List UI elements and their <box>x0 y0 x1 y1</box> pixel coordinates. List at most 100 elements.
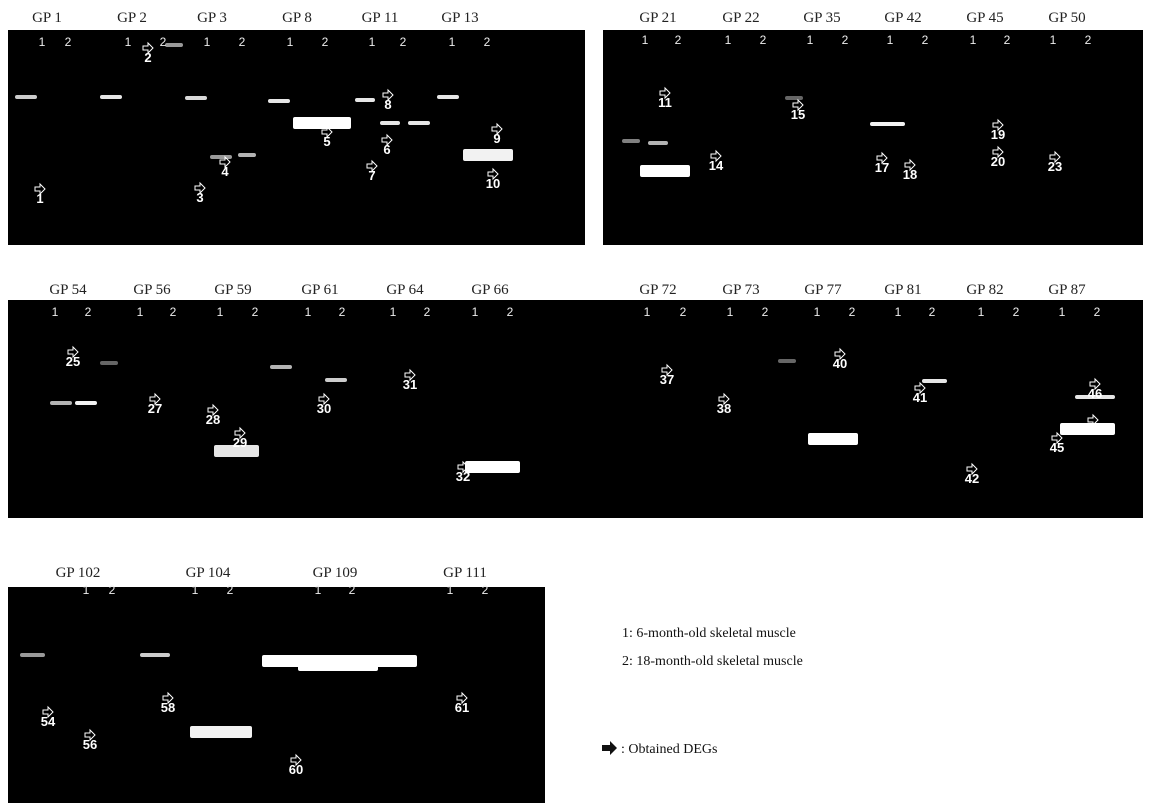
band-number: 32 <box>456 469 470 484</box>
legend-arrow <box>602 741 617 755</box>
band <box>870 122 905 126</box>
group-label: GP 72 <box>639 282 676 298</box>
band-number: 3 <box>196 190 203 205</box>
band <box>785 96 803 100</box>
band-number: 31 <box>403 377 417 392</box>
band <box>100 361 118 365</box>
band-number: 27 <box>148 401 162 416</box>
lane-label: 2 <box>760 33 767 47</box>
lane-label: 2 <box>922 33 929 47</box>
group-label: GP 42 <box>884 10 921 26</box>
band <box>190 726 252 738</box>
lane-label: 1 <box>727 305 734 319</box>
lane-label: 1 <box>39 35 46 49</box>
group-label: GP 59 <box>214 282 251 298</box>
band <box>50 401 72 405</box>
group-label: GP 45 <box>966 10 1003 26</box>
lane-label: 1 <box>642 33 649 47</box>
group-label: GP 87 <box>1048 282 1086 298</box>
band-number: 6 <box>383 142 390 157</box>
band <box>270 365 292 369</box>
lane-label: 2 <box>675 33 682 47</box>
band-number: 10 <box>486 176 500 191</box>
group-label: GP 13 <box>441 10 478 26</box>
lane-label: 2 <box>482 583 489 597</box>
lane-label: 1 <box>217 305 224 319</box>
band <box>922 379 947 383</box>
band-number: 54 <box>41 714 56 729</box>
lane-label: 1 <box>449 35 456 49</box>
group-label: GP 35 <box>803 10 840 26</box>
lane-label: 2 <box>160 35 167 49</box>
lane-label: 1 <box>315 583 322 597</box>
band <box>325 378 347 382</box>
lane-label: 2 <box>170 305 177 319</box>
lane-label: 2 <box>239 35 246 49</box>
band-number: 14 <box>709 158 724 173</box>
lane-label: 2 <box>680 305 687 319</box>
lane-label: 1 <box>1050 33 1057 47</box>
band <box>463 149 513 161</box>
band <box>293 117 351 129</box>
lane-label: 2 <box>484 35 491 49</box>
band <box>622 139 640 143</box>
group-label: GP 56 <box>133 282 171 298</box>
lane-label: 1 <box>1059 305 1066 319</box>
figure: 1: 6-month-old skeletal muscle 2: 18-mon… <box>0 0 1150 803</box>
lane-label: 2 <box>252 305 259 319</box>
lane-label: 2 <box>227 583 234 597</box>
band <box>408 121 430 125</box>
lane-label: 2 <box>1013 305 1020 319</box>
band-number: 38 <box>717 401 731 416</box>
lane-label: 2 <box>322 35 329 49</box>
band <box>808 433 858 445</box>
lane-label: 1 <box>390 305 397 319</box>
lane-label: 1 <box>204 35 211 49</box>
group-label: GP 73 <box>722 282 759 298</box>
band-number: 2 <box>144 50 151 65</box>
lane-label: 1 <box>970 33 977 47</box>
group-label: GP 11 <box>362 10 399 26</box>
band <box>238 153 256 157</box>
band <box>778 359 796 363</box>
lane-label: 1 <box>807 33 814 47</box>
lane-label: 1 <box>305 305 312 319</box>
band-number: 47 <box>1086 422 1100 437</box>
band-number: 19 <box>991 127 1005 142</box>
band-number: 1 <box>36 191 43 206</box>
lane-label: 2 <box>1094 305 1101 319</box>
gel-panel <box>577 300 1143 518</box>
band-number: 15 <box>791 107 805 122</box>
lane-label: 2 <box>424 305 431 319</box>
group-label: GP 54 <box>49 282 87 298</box>
gel-panel <box>603 30 1143 245</box>
band <box>355 98 375 102</box>
band <box>268 99 290 103</box>
band-number: 60 <box>289 762 303 777</box>
band-number: 28 <box>206 412 220 427</box>
lane-label: 1 <box>83 583 90 597</box>
band-number: 45 <box>1050 440 1064 455</box>
band <box>100 95 122 99</box>
lane-label: 2 <box>400 35 407 49</box>
band <box>140 653 170 657</box>
band <box>20 653 45 657</box>
lane-label: 2 <box>762 305 769 319</box>
band-number: 37 <box>660 372 674 387</box>
lane-label: 1 <box>287 35 294 49</box>
band-number: 9 <box>493 131 500 146</box>
lane-label: 1 <box>369 35 376 49</box>
band-number: 40 <box>833 356 847 371</box>
lane-label: 2 <box>85 305 92 319</box>
group-label: GP 21 <box>639 10 676 26</box>
band-number: 20 <box>991 154 1005 169</box>
band-number: 7 <box>368 168 375 183</box>
lane-label: 2 <box>849 305 856 319</box>
lane-label: 1 <box>125 35 132 49</box>
band-number: 56 <box>83 737 97 752</box>
band-number: 8 <box>384 97 391 112</box>
lane-label: 1 <box>447 583 454 597</box>
band <box>640 165 690 177</box>
band-number: 42 <box>965 471 979 486</box>
group-label: GP 82 <box>966 282 1003 298</box>
